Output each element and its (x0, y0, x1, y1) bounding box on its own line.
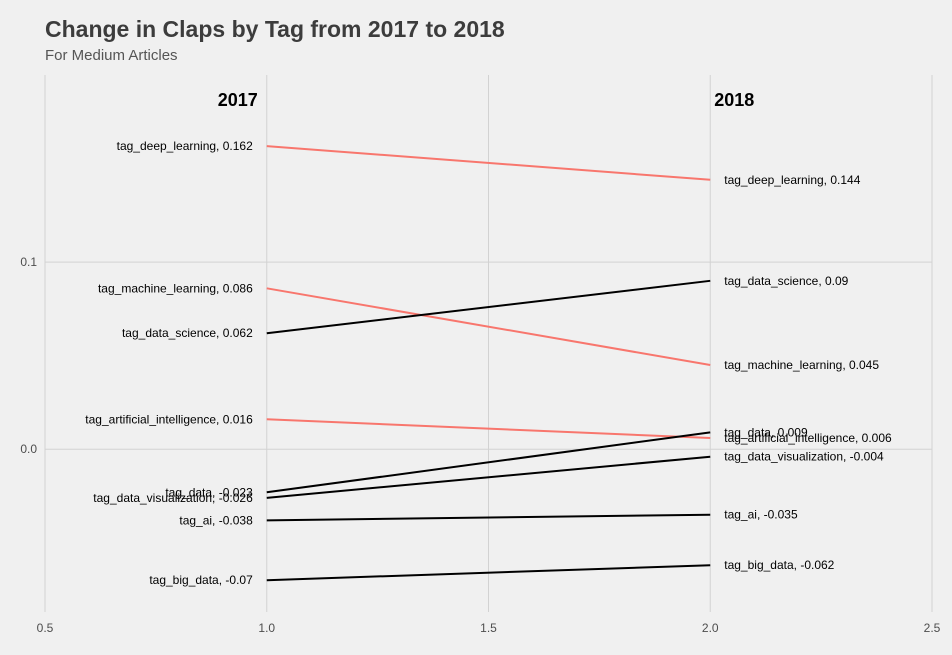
label-2018-tag_deep_learning: tag_deep_learning, 0.144 (724, 173, 860, 187)
series-line-tag_data_science (266, 279, 711, 335)
label-2017-tag_deep_learning: tag_deep_learning, 0.162 (117, 139, 253, 153)
label-2017-tag_data_science: tag_data_science, 0.062 (122, 326, 253, 340)
label-2018-tag_machine_learning: tag_machine_learning, 0.045 (724, 358, 879, 372)
axis-ticks: 0.5 1.0 1.5 2.0 2.5 0.0 0.1 (20, 255, 940, 635)
label-2017-tag_data: tag_data, -0.023 (165, 485, 253, 499)
year-header-2017: 2017 (218, 90, 258, 110)
x-tick-label: 1.0 (258, 621, 275, 635)
y-tick-label: 0.0 (20, 442, 37, 456)
x-tick-label: 0.5 (37, 621, 54, 635)
series-line-tag_ai (266, 513, 711, 522)
label-2017-tag_data_visualization: tag_data_visualization, -0.026 (93, 491, 253, 505)
label-2017-tag_ai: tag_ai, -0.038 (179, 513, 253, 527)
series-labels: tag_deep_learning, 0.162 tag_deep_learnin… (85, 139, 892, 587)
label-2018-tag_data_science: tag_data_science, 0.09 (724, 274, 848, 288)
series-line-tag_data (266, 431, 711, 494)
series-line-tag_machine_learning (266, 287, 711, 367)
series-lines (266, 145, 711, 582)
label-2018-tag_data: tag_data, 0.009 (724, 425, 808, 439)
series-line-tag_deep_learning (266, 145, 711, 181)
x-tick-label: 2.0 (702, 621, 719, 635)
series-line-tag_artificial_intelligence (266, 418, 711, 439)
chart-subtitle: For Medium Articles (45, 47, 178, 64)
gridlines (44, 75, 933, 612)
label-2018-tag_artificial_intelligence: tag_artificial_intelligence, 0.006 (724, 431, 892, 445)
series-line-tag_data_visualization (266, 455, 711, 499)
column-headers: 2017 2018 (218, 90, 755, 110)
label-2018-tag_ai: tag_ai, -0.035 (724, 508, 798, 522)
x-tick-label: 1.5 (480, 621, 497, 635)
label-2018-tag_data_visualization: tag_data_visualization, -0.004 (724, 450, 884, 464)
label-2017-tag_machine_learning: tag_machine_learning, 0.086 (98, 281, 253, 295)
label-2018-tag_big_data: tag_big_data, -0.062 (724, 558, 834, 572)
x-tick-label: 2.5 (924, 621, 941, 635)
y-tick-label: 0.1 (20, 255, 37, 269)
year-header-2018: 2018 (714, 90, 754, 110)
series-line-tag_big_data (266, 564, 711, 582)
label-2017-tag_big_data: tag_big_data, -0.07 (149, 573, 253, 587)
chart-title: Change in Claps by Tag from 2017 to 2018 (45, 16, 505, 42)
label-2017-tag_artificial_intelligence: tag_artificial_intelligence, 0.016 (85, 412, 253, 426)
